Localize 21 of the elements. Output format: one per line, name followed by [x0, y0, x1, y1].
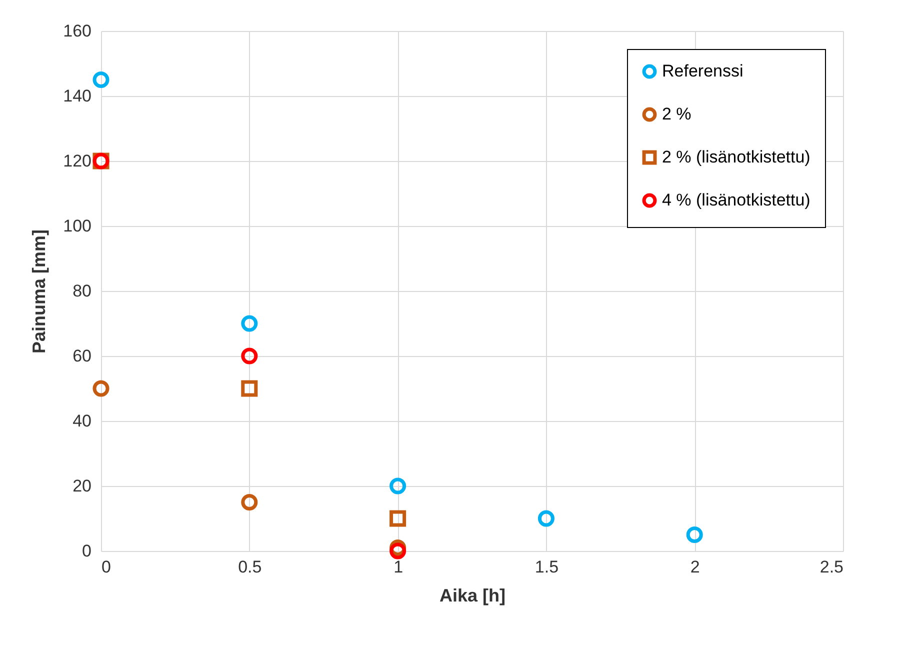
x-tick-label: 2: [690, 558, 700, 576]
y-tick-label: 40: [72, 412, 92, 430]
x-tick-label: 1: [394, 558, 404, 576]
y-tick-label: 140: [63, 86, 92, 106]
y-tick-label: 160: [63, 22, 92, 40]
y-tick-label: 120: [63, 152, 92, 170]
y-tick-label: 0: [82, 542, 92, 560]
x-tick-label: 1.5: [534, 558, 559, 576]
y-tick-label: 100: [63, 216, 92, 236]
legend-label: 4 % (lisänotkistettu): [662, 190, 810, 210]
legend-label: Referenssi: [662, 62, 744, 80]
y-axis-title: Painuma [mm]: [29, 229, 50, 354]
y-tick-label: 80: [72, 282, 92, 300]
legend-label: 2 %: [662, 104, 692, 124]
y-tick-label: 20: [72, 476, 92, 496]
x-tick-label: 0: [102, 558, 111, 576]
x-tick-label: 2.5: [820, 558, 844, 576]
x-axis-title: Aika [h]: [439, 586, 506, 606]
x-tick-label: 0.5: [238, 558, 262, 576]
legend-label: 2 % (lisänotkistettu): [662, 148, 810, 166]
y-tick-label: 60: [72, 346, 92, 366]
